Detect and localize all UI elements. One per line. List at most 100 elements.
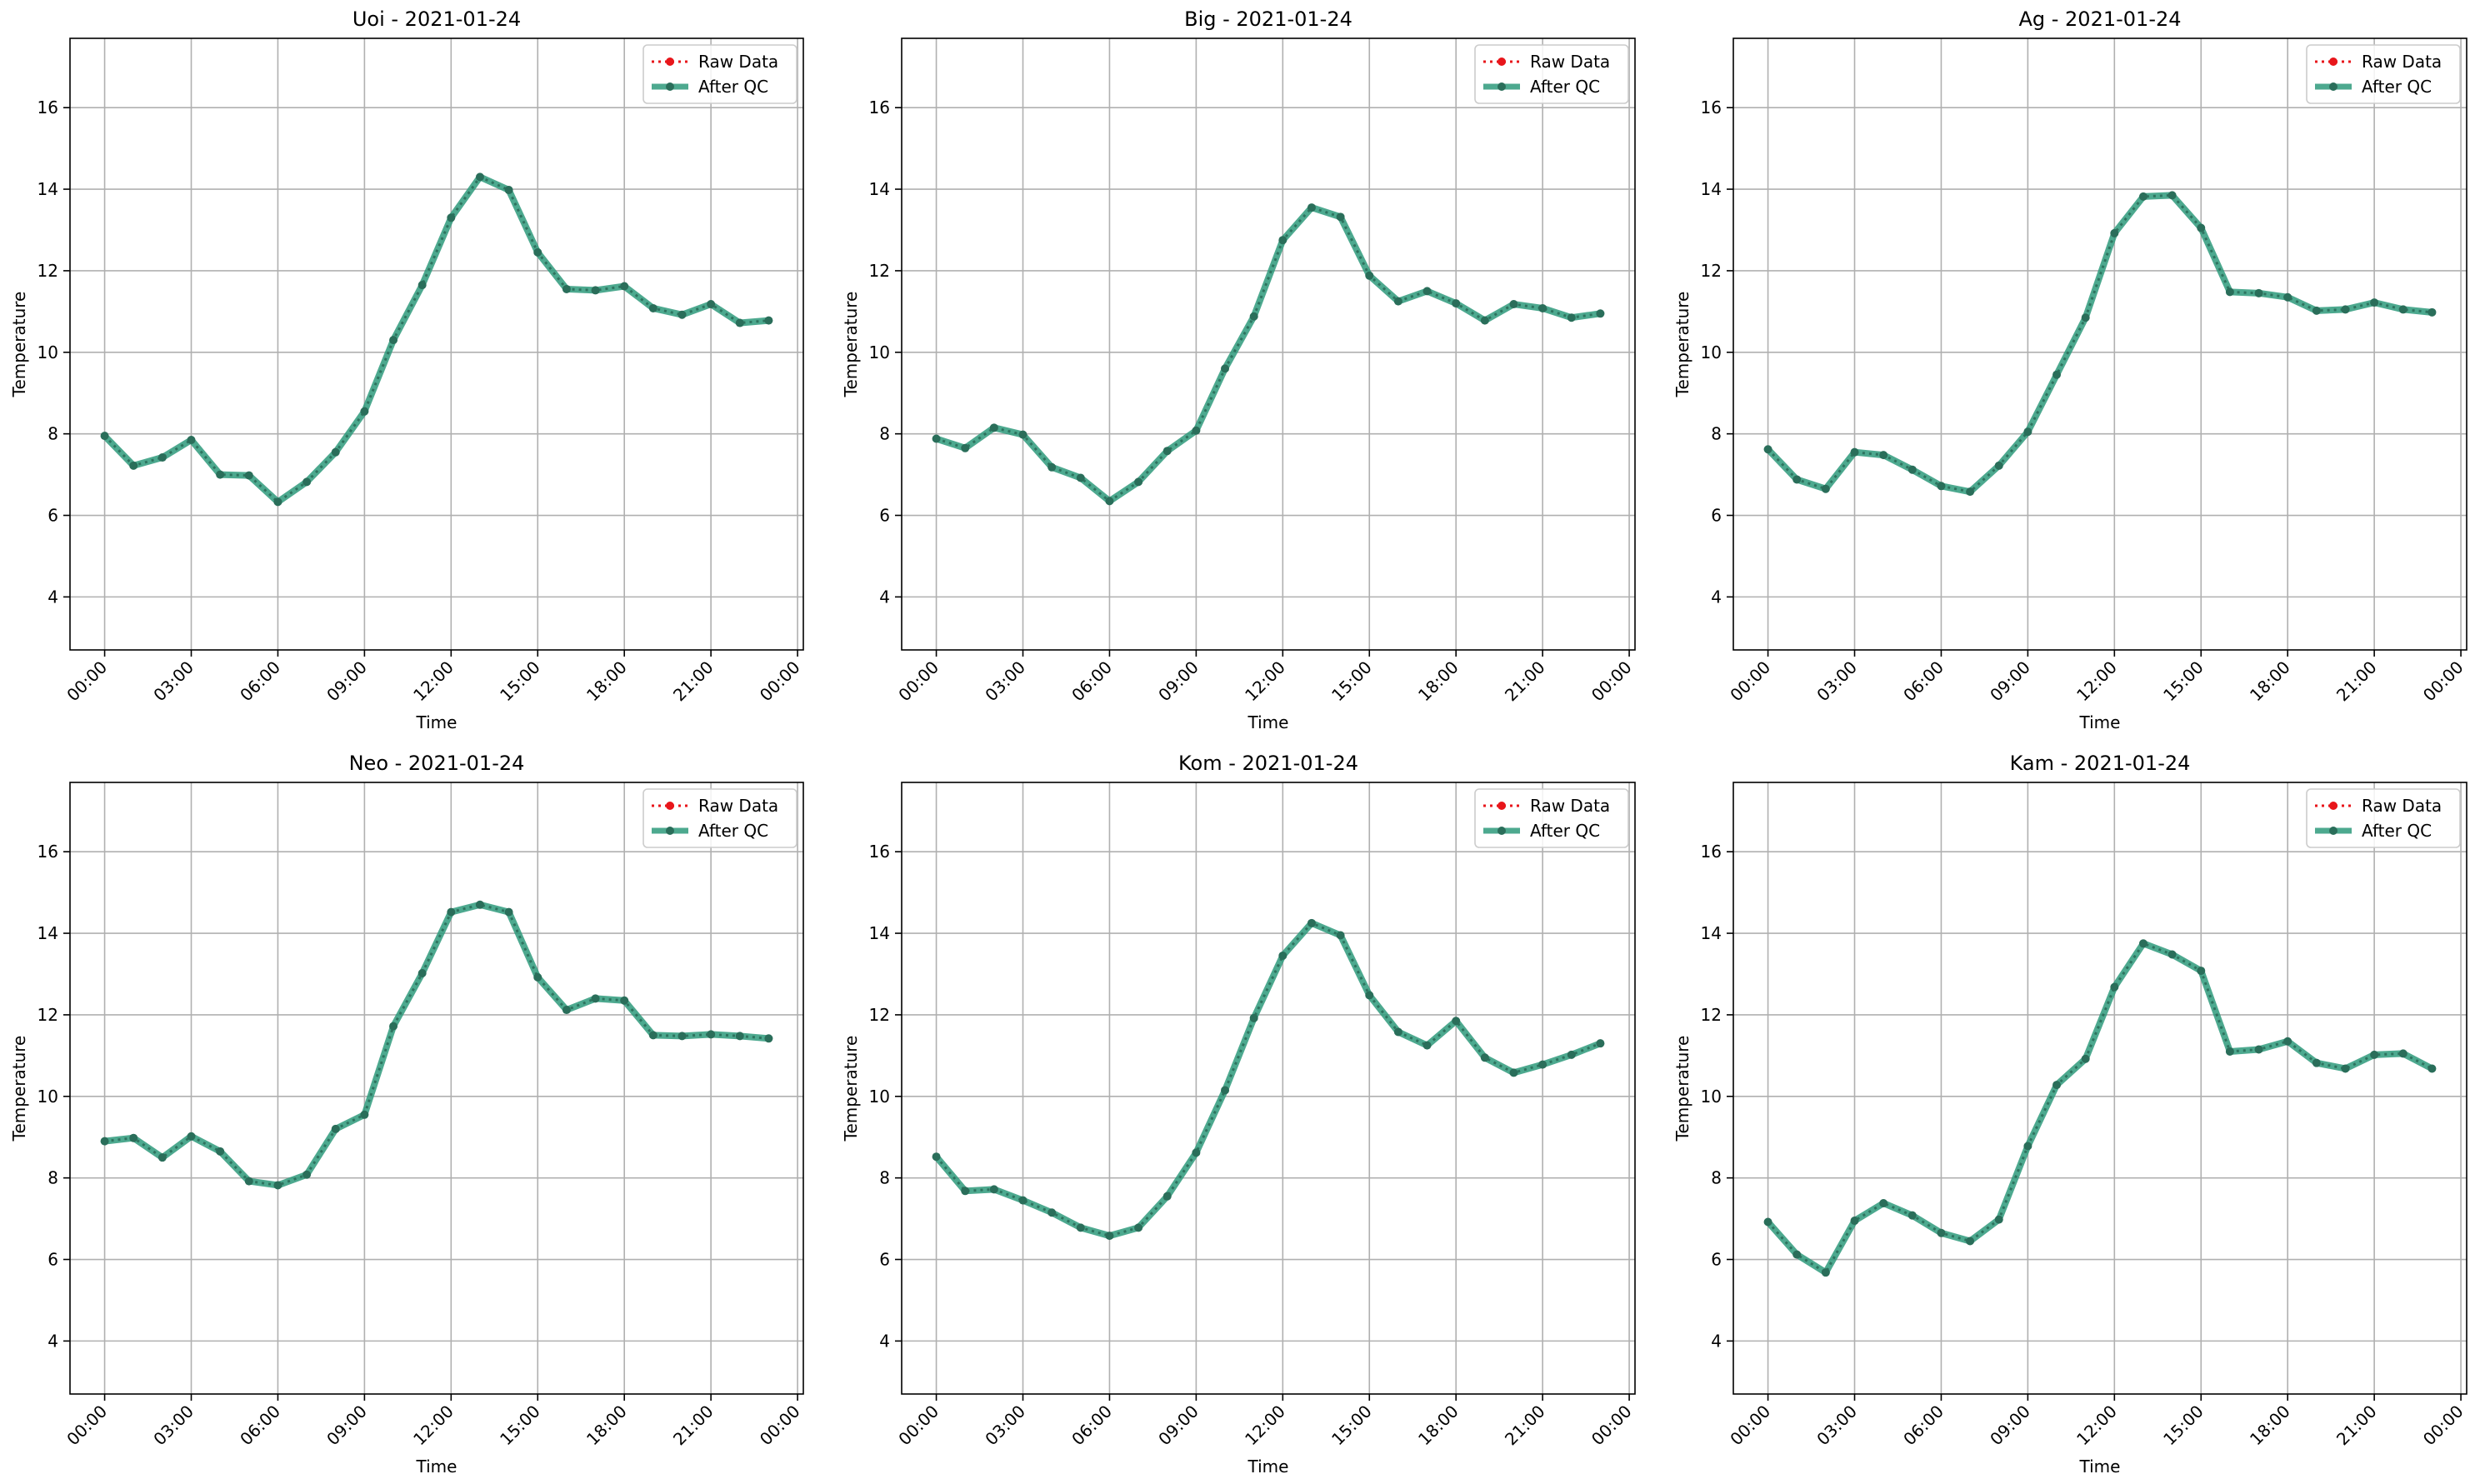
axes-frame bbox=[1732, 37, 2468, 651]
x-tick-label: 09:00 bbox=[1154, 657, 1202, 706]
x-tick-label: 18:00 bbox=[2246, 657, 2294, 706]
x-tick-label: 00:00 bbox=[1726, 1402, 1774, 1450]
x-tick-label: 00:00 bbox=[894, 1402, 942, 1450]
x-axis-label: Time bbox=[1248, 1457, 1289, 1477]
x-tick-label: 12:00 bbox=[1241, 657, 1289, 706]
y-tick-label: 16 bbox=[38, 97, 58, 117]
legend-marker-raw-data bbox=[666, 57, 674, 66]
y-tick-label: 12 bbox=[1701, 1005, 1722, 1025]
y-tick-label: 14 bbox=[1701, 179, 1722, 199]
legend-label-raw-data: Raw Data bbox=[1530, 796, 1610, 816]
legend: Raw Data After QC bbox=[1474, 44, 1629, 104]
data-point-after-qc bbox=[2283, 1037, 2292, 1046]
series-line-raw-data bbox=[936, 206, 1601, 503]
x-axis-label: Time bbox=[416, 1457, 458, 1477]
y-tick-label: 16 bbox=[1701, 842, 1722, 862]
chart-title: Uoi - 2021-01-24 bbox=[352, 7, 521, 31]
y-tick-label: 10 bbox=[1701, 342, 1722, 362]
x-tick-label: 03:00 bbox=[149, 1402, 198, 1450]
x-tick-label: 09:00 bbox=[322, 657, 371, 706]
y-tick-label: 10 bbox=[869, 1087, 890, 1107]
y-tick-label: 14 bbox=[1701, 923, 1722, 943]
x-tick-label: 00:00 bbox=[894, 657, 942, 706]
x-tick-label: 12:00 bbox=[1241, 1402, 1289, 1450]
series-line-after-qc bbox=[1765, 940, 2434, 1277]
series-line-raw-data bbox=[935, 922, 1601, 1237]
y-axis-label: Temperature bbox=[1672, 292, 1692, 398]
data-point-after-qc bbox=[2110, 228, 2119, 237]
legend-marker-raw-data bbox=[1498, 57, 1506, 66]
x-axis-label: Time bbox=[416, 712, 458, 732]
legend: Raw Data After QC bbox=[642, 788, 798, 848]
legend-marker-after-qc bbox=[1498, 827, 1506, 835]
legend: Raw Data After QC bbox=[2306, 44, 2461, 104]
y-tick-label: 16 bbox=[869, 842, 890, 862]
chart-panel-4: 00:00 03:00 06:00 09:00 12:00 15:00 18:00 21:00… bbox=[9, 752, 804, 1477]
x-tick-label: 18:00 bbox=[1414, 657, 1462, 706]
data-point-after-qc bbox=[389, 1022, 398, 1031]
series-line-raw-data bbox=[1767, 193, 2432, 493]
series-line-after-qc bbox=[102, 173, 769, 506]
y-tick-label: 16 bbox=[38, 842, 58, 862]
chart-panel-1: 00:00 03:00 06:00 09:00 12:00 15:00 18:00 21:00… bbox=[9, 7, 804, 732]
y-tick-label: 10 bbox=[38, 342, 58, 362]
data-point-after-qc bbox=[1596, 309, 1605, 318]
y-tick-label: 6 bbox=[48, 506, 58, 526]
data-point-after-qc bbox=[1821, 484, 1830, 493]
legend-label-after-qc: After QC bbox=[1530, 821, 1600, 841]
y-tick-label: 10 bbox=[1701, 1087, 1722, 1107]
data-point-after-qc bbox=[244, 471, 253, 480]
y-tick-label: 6 bbox=[1711, 1250, 1722, 1270]
legend: Raw Data After QC bbox=[642, 44, 798, 104]
series-line-after-qc bbox=[1765, 192, 2432, 496]
x-tick-label: 00:00 bbox=[756, 1402, 804, 1450]
legend-label-after-qc: After QC bbox=[2362, 77, 2432, 97]
data-point-after-qc bbox=[1192, 1148, 1201, 1157]
data-point-after-qc bbox=[764, 1034, 773, 1043]
y-tick-label: 12 bbox=[869, 261, 890, 281]
y-axis-label: Temperature bbox=[9, 1036, 29, 1142]
data-point-after-qc bbox=[989, 423, 998, 432]
legend: Raw Data After QC bbox=[1474, 788, 1629, 848]
y-tick-label: 6 bbox=[879, 506, 890, 526]
y-axis-label: Temperature bbox=[841, 1036, 861, 1142]
x-tick-label: 21:00 bbox=[669, 1402, 718, 1450]
legend-label-raw-data: Raw Data bbox=[698, 796, 778, 816]
data-point-after-qc bbox=[1966, 487, 1975, 497]
data-point-after-qc bbox=[1538, 1060, 1548, 1069]
data-point-after-qc bbox=[620, 282, 629, 291]
y-tick-label: 4 bbox=[879, 587, 890, 607]
data-point-after-qc bbox=[707, 1030, 716, 1039]
x-tick-label: 00:00 bbox=[756, 657, 804, 706]
series-line-raw-data bbox=[104, 903, 769, 1187]
y-tick-label: 12 bbox=[869, 1005, 890, 1025]
y-tick-label: 8 bbox=[48, 424, 58, 444]
legend-marker-after-qc bbox=[2329, 827, 2338, 835]
x-tick-label: 03:00 bbox=[1812, 1402, 1861, 1450]
x-tick-label: 21:00 bbox=[2332, 657, 2381, 706]
axes-frame bbox=[69, 782, 804, 1395]
data-point-after-qc bbox=[1278, 951, 1288, 960]
legend-marker-after-qc bbox=[2329, 82, 2338, 91]
chart-title: Neo - 2021-01-24 bbox=[349, 752, 525, 775]
chart-title: Kam - 2021-01-24 bbox=[2010, 752, 2191, 775]
x-tick-label: 12:00 bbox=[409, 1402, 458, 1450]
data-point-after-qc bbox=[360, 1110, 369, 1119]
x-tick-label: 00:00 bbox=[62, 1402, 111, 1450]
x-tick-label: 06:00 bbox=[1899, 1402, 1948, 1450]
y-tick-label: 4 bbox=[48, 587, 58, 607]
x-tick-label: 06:00 bbox=[1068, 1402, 1116, 1450]
x-tick-label: 03:00 bbox=[981, 657, 1029, 706]
chart-panel-6: 00:00 03:00 06:00 09:00 12:00 15:00 18:00 21:00… bbox=[1672, 752, 2468, 1477]
data-point-after-qc bbox=[2398, 1049, 2408, 1058]
x-tick-label: 06:00 bbox=[236, 657, 284, 706]
data-point-after-qc bbox=[678, 1032, 687, 1041]
x-tick-label: 03:00 bbox=[981, 1402, 1029, 1450]
legend-marker-raw-data bbox=[2329, 57, 2338, 66]
y-tick-label: 10 bbox=[869, 342, 890, 362]
y-tick-label: 8 bbox=[48, 1168, 58, 1188]
axes-frame bbox=[901, 37, 1636, 651]
x-tick-label: 15:00 bbox=[1328, 657, 1376, 706]
data-point-after-qc bbox=[2168, 191, 2177, 200]
